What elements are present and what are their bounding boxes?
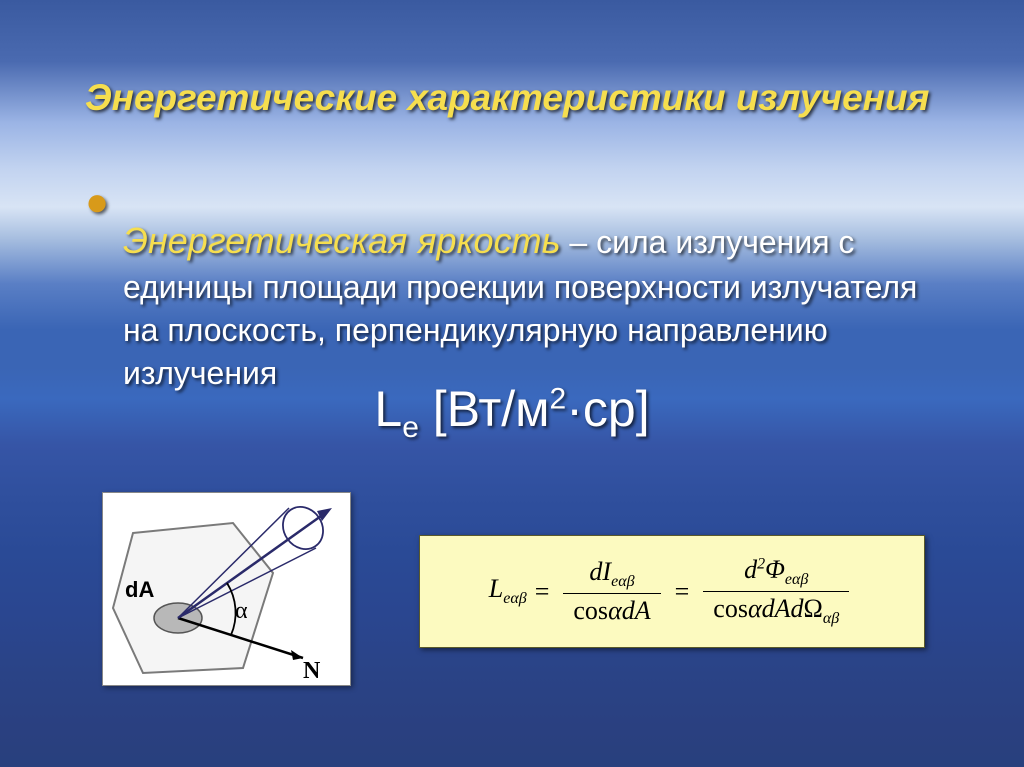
- f1n-d: dI: [589, 557, 611, 586]
- dash: –: [561, 224, 597, 260]
- radiance-diagram: dA N α: [102, 492, 351, 686]
- diagram-svg: dA N α: [103, 493, 350, 685]
- unit-dot: ·: [566, 381, 583, 437]
- unit-sup: 2: [550, 382, 567, 415]
- definition-paragraph: Энергетическая яркость – сила излучения …: [123, 217, 945, 395]
- fraction-1: dIeαβ cosαdA: [563, 557, 660, 626]
- f2n-d: d: [744, 555, 757, 584]
- frac1-num: dIeαβ: [563, 557, 660, 594]
- unit-part1: Вт/м: [447, 381, 550, 437]
- unit-part2: ср: [583, 381, 636, 437]
- f2d-cos: cos: [713, 594, 748, 623]
- lhs-sub: eαβ: [503, 591, 526, 608]
- label-alpha: α: [235, 598, 248, 624]
- frac1-den: cosαdA: [563, 594, 660, 626]
- bullet-icon: ●: [85, 191, 107, 213]
- f2d-alpha: α: [748, 594, 762, 623]
- unit-line: Le [Вт/м2·ср]: [0, 380, 1024, 445]
- f2n-sub: eαβ: [785, 571, 808, 588]
- eq2: =: [675, 577, 690, 607]
- unit-close: ]: [636, 381, 650, 437]
- slide: Энергетические характеристики излучения …: [0, 0, 1024, 767]
- f2d-omega: Ω: [804, 594, 823, 623]
- frac2-den: cosαdAdΩαβ: [703, 592, 849, 628]
- term: Энергетическая яркость: [123, 220, 561, 261]
- slide-title: Энергетические характеристики излучения: [85, 75, 945, 121]
- f1d-cos: cos: [573, 596, 608, 625]
- unit-open: [: [419, 381, 447, 437]
- f1d-dA: dA: [622, 596, 651, 625]
- f2d-dAd: dAd: [762, 594, 804, 623]
- f2d-sub: αβ: [823, 610, 839, 627]
- frac2-num: d2Φeαβ: [703, 555, 849, 592]
- f2n-sup: 2: [757, 555, 765, 572]
- formula-lhs: Leαβ: [489, 574, 527, 608]
- fraction-2: d2Φeαβ cosαdAdΩαβ: [703, 555, 849, 628]
- label-N: N: [303, 658, 321, 684]
- eq1: =: [535, 577, 550, 607]
- f1n-sub: eαβ: [611, 573, 634, 590]
- f1d-alpha: α: [608, 596, 622, 625]
- unit-symbol-base: L: [374, 381, 402, 437]
- f2n-phi: Φ: [765, 555, 785, 584]
- lhs-base: L: [489, 574, 503, 603]
- formula-box: Leαβ = dIeαβ cosαdA = d2Φeαβ cosαdAdΩαβ: [419, 535, 925, 648]
- label-dA: dA: [125, 577, 154, 602]
- unit-symbol-sub: e: [402, 411, 419, 444]
